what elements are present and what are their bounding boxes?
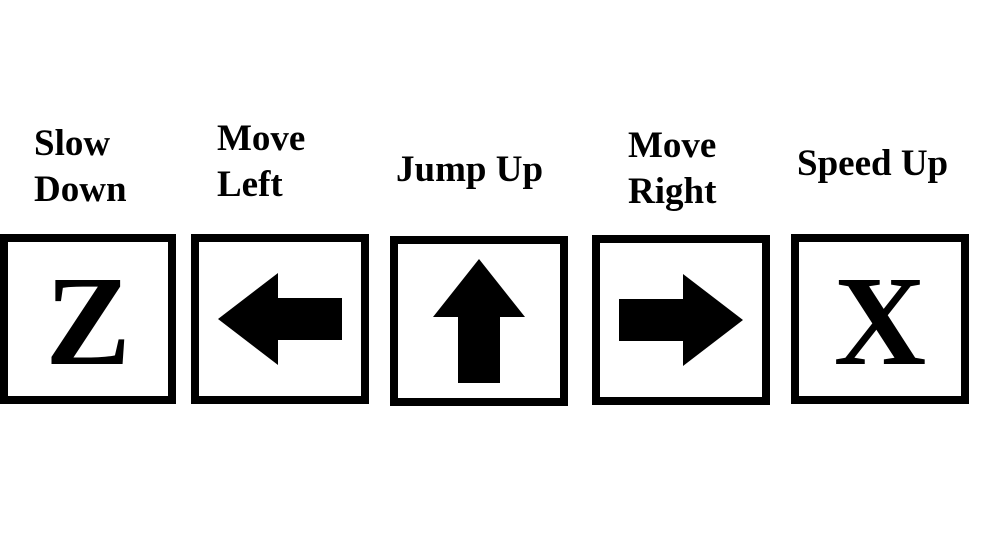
label-line: Down — [34, 169, 127, 210]
control-label-move-right: Move Right — [628, 123, 716, 215]
key-left-arrow — [191, 234, 369, 404]
key-letter: Z — [45, 250, 131, 392]
key-z: Z — [0, 234, 176, 404]
control-label-slow-down: Slow Down — [34, 121, 127, 213]
control-label-speed-up: Speed Up — [797, 141, 948, 187]
control-label-move-left: Move Left — [217, 116, 305, 208]
right-arrow-icon — [619, 274, 743, 366]
key-letter: X — [833, 250, 927, 392]
up-arrow-icon — [433, 259, 525, 383]
control-label-jump-up: Jump Up — [396, 147, 543, 193]
label-line: Speed Up — [797, 143, 949, 184]
label-line: Jump Up — [396, 149, 544, 190]
key-x: X — [791, 234, 969, 404]
key-up-arrow — [390, 236, 568, 406]
label-line: Right — [628, 171, 717, 212]
label-line: Slow — [34, 123, 111, 164]
label-line: Move — [217, 118, 306, 159]
left-arrow-icon — [218, 273, 342, 365]
key-right-arrow — [592, 235, 770, 405]
label-line: Left — [217, 164, 283, 205]
label-line: Move — [628, 125, 717, 166]
